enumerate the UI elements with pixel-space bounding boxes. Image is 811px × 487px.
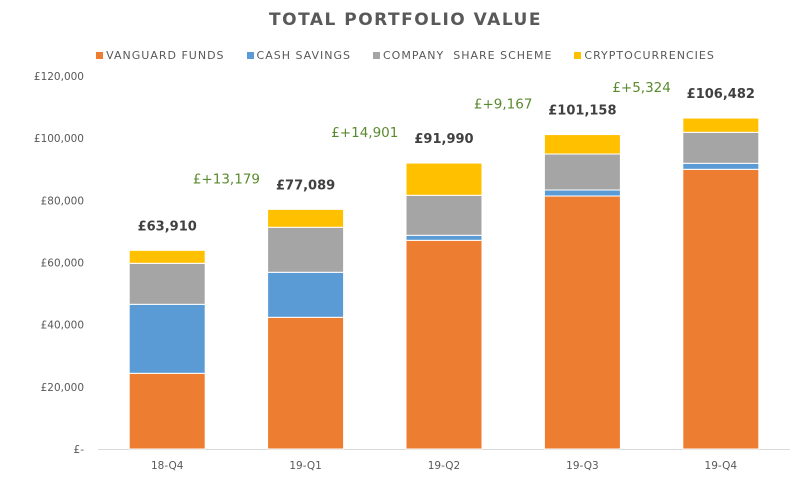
legend: VANGUARD FUNDS CASH SAVINGS COMPANY SHARE …: [0, 49, 811, 62]
legend-label: CRYPTOCURRENCIES: [584, 49, 715, 62]
bar-segment-cash-savings: [543, 189, 621, 197]
x-tick-label: 18-Q4: [151, 460, 184, 472]
bar-segment-vanguard-funds: [267, 316, 345, 450]
legend-label: VANGUARD FUNDS: [106, 49, 225, 62]
y-tick-label: £120,000: [34, 71, 84, 83]
bar-segment-vanguard-funds: [543, 195, 621, 450]
total-data-label: £63,910: [138, 219, 197, 234]
change-data-label: £+14,901: [331, 125, 398, 141]
total-data-label: £77,089: [276, 178, 335, 193]
legend-label: CASH SAVINGS: [256, 49, 351, 62]
bar-segment-cryptocurrencies: [128, 249, 206, 264]
chart-title: TOTAL PORTFOLIO VALUE: [269, 10, 542, 30]
total-data-label: £106,482: [687, 87, 755, 102]
bar-segment-cryptocurrencies: [682, 117, 760, 133]
bar-segment-cash-savings: [267, 271, 345, 318]
legend-item: CRYPTOCURRENCIES: [574, 49, 714, 62]
total-data-label: £91,990: [414, 132, 473, 147]
y-tick-label: £100,000: [34, 133, 84, 145]
legend-swatch: [96, 52, 104, 59]
x-tick-label: 19-Q1: [289, 460, 321, 472]
bar-segment-company-share-scheme: [405, 194, 483, 236]
bar-segment-cryptocurrencies: [543, 134, 621, 155]
x-tick-label: 19-Q2: [428, 460, 460, 472]
y-tick-label: £60,000: [41, 258, 84, 270]
bar-segment-vanguard-funds: [128, 372, 206, 450]
x-tick-label: 19-Q4: [705, 460, 738, 472]
change-data-label: £+9,167: [474, 97, 533, 113]
y-tick-label: £80,000: [41, 195, 84, 207]
y-tick-label: £-: [74, 444, 85, 456]
bar-segment-company-share-scheme: [128, 262, 206, 305]
legend-item: VANGUARD FUNDS: [96, 49, 224, 62]
change-data-label: £+13,179: [193, 171, 260, 187]
legend-swatch: [373, 52, 380, 59]
bar-segment-company-share-scheme: [543, 153, 621, 191]
legend-swatch: [246, 52, 254, 59]
bar-segment-company-share-scheme: [682, 131, 760, 164]
bar-segment-company-share-scheme: [267, 226, 345, 273]
bar-segment-cryptocurrencies: [267, 208, 345, 228]
y-tick-label: £20,000: [41, 382, 84, 394]
x-tick-label: 19-Q3: [566, 460, 598, 472]
bar-segment-cryptocurrencies: [405, 162, 483, 196]
bar-segment-cash-savings: [682, 162, 760, 170]
y-tick-label: £40,000: [41, 320, 84, 332]
change-data-label: £+5,324: [612, 80, 671, 96]
legend-label: COMPANY SHARE SCHEME: [383, 49, 553, 62]
bar-segment-cash-savings: [405, 234, 483, 241]
bar-segment-vanguard-funds: [405, 239, 483, 450]
bar-segment-cash-savings: [128, 303, 206, 374]
total-data-label: £101,158: [548, 104, 616, 119]
legend-item: COMPANY SHARE SCHEME: [373, 49, 552, 62]
legend-item: CASH SAVINGS: [246, 49, 351, 62]
legend-swatch: [574, 52, 582, 59]
bar-segment-vanguard-funds: [682, 168, 760, 450]
